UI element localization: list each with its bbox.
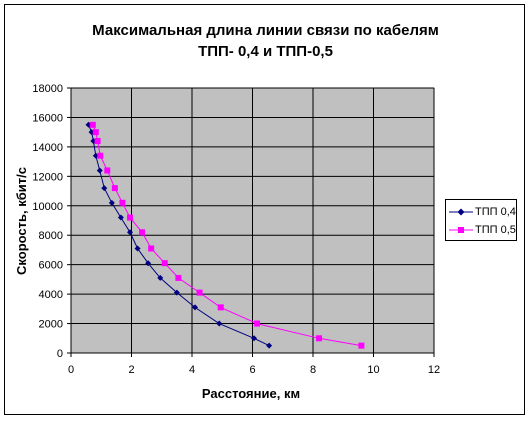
data-point-series-1 [157, 274, 164, 281]
data-point-series-1 [266, 342, 273, 349]
x-tick-label: 10 [367, 364, 379, 376]
y-tick-label: 0 [57, 348, 63, 360]
data-point-series-2 [148, 245, 155, 252]
data-point-series-1 [192, 304, 199, 311]
y-tick-label: 14000 [32, 142, 63, 154]
y-tick-label: 10000 [32, 201, 63, 213]
data-point-series-1 [117, 214, 124, 221]
data-point-series-1 [101, 185, 108, 192]
legend: ТПП 0,4 ТПП 0,5 [445, 199, 517, 241]
data-point-series-2 [126, 214, 133, 221]
data-point-series-2 [94, 138, 101, 144]
data-point-series-1 [96, 167, 103, 174]
data-point-series-2 [196, 289, 203, 296]
x-tick-label: 6 [249, 364, 255, 376]
legend-marker-series-2 [449, 227, 473, 233]
data-point-series-2 [139, 229, 146, 236]
data-point-series-2 [254, 320, 261, 327]
data-point-series-2 [97, 152, 104, 159]
data-point-series-2 [89, 121, 96, 128]
data-point-series-2 [217, 304, 224, 311]
chart-title-line1: Максимальная длина линии связи по кабеля… [92, 22, 439, 39]
y-axis-label: Скорость, кбит/с [14, 167, 29, 275]
data-point-series-2 [92, 129, 99, 136]
x-tick-label: 8 [310, 364, 316, 376]
y-tick-label: 18000 [32, 83, 63, 95]
y-tick-label: 16000 [32, 112, 63, 124]
chart-title-line2: ТПП- 0,4 и ТПП-0,5 [198, 43, 333, 60]
data-point-series-1 [216, 320, 223, 327]
y-tick-label: 2000 [39, 319, 63, 331]
legend-label-series-2: ТПП 0,5 [475, 224, 516, 236]
data-point-series-1 [134, 245, 141, 252]
x-tick-label: 4 [189, 364, 195, 376]
x-tick-label: 0 [68, 364, 74, 376]
data-point-series-1 [145, 260, 152, 267]
y-tick-label: 4000 [39, 289, 63, 301]
data-point-series-2 [111, 185, 118, 192]
data-point-series-2 [119, 199, 126, 206]
legend-label-series-1: ТПП 0,4 [475, 206, 516, 218]
data-point-series-1 [173, 289, 180, 296]
data-point-series-2 [175, 274, 182, 281]
data-point-series-2 [358, 342, 365, 349]
y-tick-label: 6000 [39, 260, 63, 272]
data-point-series-1 [108, 199, 115, 206]
y-tick-label: 8000 [39, 230, 63, 242]
legend-marker-series-1 [449, 208, 473, 216]
data-point-series-1 [92, 152, 99, 159]
y-tick-label: 12000 [32, 171, 63, 183]
data-point-series-1 [126, 229, 133, 236]
x-tick-label: 2 [128, 364, 134, 376]
x-tick-label: 12 [428, 364, 440, 376]
legend-item-series-2: ТПП 0,5 [446, 221, 518, 239]
x-axis-label: Расстояние, км [202, 386, 300, 401]
data-point-series-2 [316, 335, 323, 342]
data-point-series-2 [104, 167, 111, 174]
data-point-series-2 [161, 260, 168, 267]
legend-item-series-1: ТПП 0,4 [446, 203, 518, 221]
data-point-series-1 [251, 335, 258, 342]
